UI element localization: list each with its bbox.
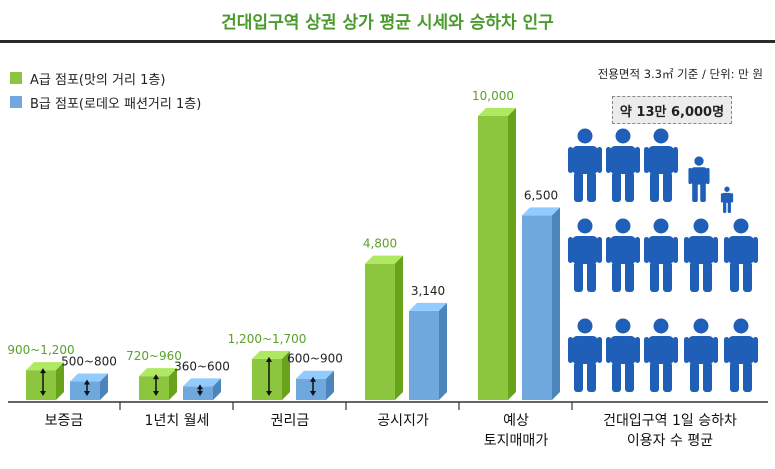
data-label-a-4: 10,000 (472, 89, 514, 103)
bar-top-a-0 (26, 362, 64, 371)
bar-side-a-2 (282, 350, 290, 400)
bar-side-b-3 (439, 302, 447, 400)
legend-item-a: A급 점포(맛의 거리 1층) (10, 66, 201, 90)
bar-top-b-0 (70, 373, 108, 382)
unit-note: 전용면적 3.3㎡ 기준 / 단위: 만 원 (597, 67, 763, 81)
data-label-a-2: 1,200~1,700 (228, 332, 307, 346)
passenger-category-label-line-1: 이용자 수 평균 (627, 433, 713, 449)
bar-side-a-0 (56, 362, 64, 400)
range-arrowhead-down-0-1 (84, 391, 90, 396)
bar-side-a-4 (508, 108, 516, 400)
bar-a-4 (478, 116, 508, 400)
bar-side-a-1 (169, 368, 177, 400)
bar-top-b-2 (296, 370, 334, 379)
bar-a-0 (26, 370, 56, 400)
bar-b-3 (409, 310, 439, 400)
bar-top-a-4 (478, 108, 516, 116)
person-icon-r2-3 (644, 218, 678, 292)
person-icon-r2-2 (606, 218, 640, 292)
bar-b-2 (296, 378, 326, 400)
chart-title: 건대입구역 상권 상가 평균 시세와 승하차 인구 (221, 13, 554, 33)
person-icon-r3-4 (684, 318, 718, 392)
data-label-a-1: 720~960 (126, 349, 182, 363)
bar-a-1 (139, 376, 169, 400)
person-icon-r3-5 (724, 318, 758, 392)
range-arrowhead-down-0-0 (40, 391, 46, 396)
data-label-a-3: 4,800 (363, 237, 397, 251)
person-icon-r3-2 (606, 318, 640, 392)
bar-top-b-1 (183, 378, 221, 387)
person-icon-r1-5 (720, 186, 734, 213)
bar-side-b-0 (100, 373, 108, 400)
range-arrowhead-up-2-1 (310, 376, 316, 382)
data-label-a-0: 900~1,200 (7, 343, 74, 357)
person-icon-r1-3 (644, 128, 678, 202)
data-label-b-0: 500~800 (61, 355, 117, 369)
bar-b-1 (183, 386, 213, 400)
data-label-b-2: 600~900 (287, 352, 343, 366)
bar-top-a-2 (252, 350, 290, 359)
legend-item-b: B급 점포(로데오 패션거리 1층) (10, 90, 201, 114)
bar-side-b-4 (552, 207, 560, 400)
person-icon-r2-4 (684, 218, 718, 292)
bar-top-b-3 (409, 302, 447, 311)
bar-top-a-3 (365, 255, 403, 264)
range-arrowhead-up-1-1 (197, 384, 203, 390)
range-arrowhead-up-2-0 (266, 356, 272, 362)
passenger-category-label-line-0: 건대입구역 1일 승하차 (603, 413, 737, 429)
range-arrowhead-down-2-0 (266, 391, 272, 396)
bar-side-b-1 (213, 378, 221, 400)
person-icon-r1-4 (688, 156, 710, 202)
category-label-4-line-0: 예상 (503, 413, 529, 429)
bar-b-0 (70, 381, 100, 400)
range-arrowhead-down-2-1 (310, 391, 316, 396)
bar-a-3 (365, 263, 395, 400)
bar-top-b-4 (522, 207, 560, 216)
range-arrowhead-up-0-1 (84, 379, 90, 385)
title-divider (0, 40, 775, 43)
person-icon-r1-2 (606, 128, 640, 202)
legend-label-a: A급 점포(맛의 거리 1층) (30, 72, 166, 88)
bar-side-a-3 (395, 255, 403, 400)
data-label-b-3: 3,140 (411, 284, 445, 298)
data-label-b-4: 6,500 (524, 188, 558, 202)
legend-swatch-a (10, 72, 22, 84)
category-label-3: 공시지가 (377, 413, 429, 429)
bar-b-4 (522, 215, 552, 400)
person-icon-r2-5 (724, 218, 758, 292)
person-icon-r3-1 (568, 318, 602, 392)
data-label-b-1: 360~600 (174, 359, 230, 373)
category-label-0: 보증금 (45, 413, 84, 429)
legend: A급 점포(맛의 거리 1층) B급 점포(로데오 패션거리 1층) (10, 66, 201, 114)
legend-swatch-b (10, 96, 22, 108)
legend-label-b: B급 점포(로데오 패션거리 1층) (30, 96, 202, 112)
category-label-1: 1년치 월세 (145, 413, 210, 429)
range-arrowhead-up-0-0 (40, 368, 46, 374)
person-icon-r1-1 (568, 128, 602, 202)
bar-side-b-2 (326, 370, 334, 400)
range-arrowhead-down-1-0 (153, 391, 159, 396)
range-arrowhead-up-1-0 (153, 374, 159, 380)
passenger-count-badge: 약 13만 6,000명 (612, 96, 732, 124)
category-label-2: 권리금 (271, 413, 310, 429)
person-icon-r3-3 (644, 318, 678, 392)
bar-a-2 (252, 358, 282, 400)
range-arrowhead-down-1-1 (197, 391, 203, 396)
person-icon-r2-1 (568, 218, 602, 292)
category-label-4-line-1: 토지매매가 (484, 433, 549, 449)
bar-top-a-1 (139, 368, 177, 377)
